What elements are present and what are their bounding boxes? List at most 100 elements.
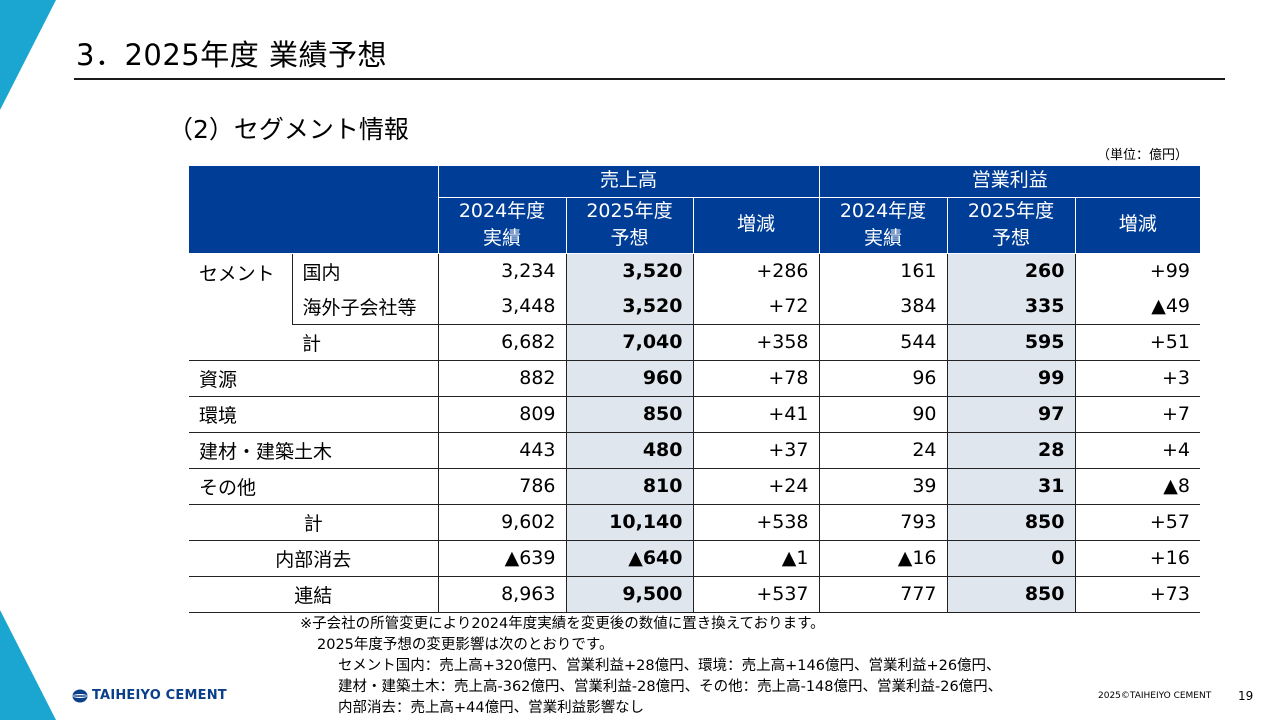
table-row: その他 786 810 +24 39 31 ▲8 (189, 468, 1200, 505)
cell-sales-change: +41 (692, 396, 819, 433)
table-row: 環境 809 850 +41 90 97 +7 (189, 396, 1200, 433)
cell-sales-2024: 3,448 (437, 288, 566, 325)
cell-sales-change: +78 (692, 360, 819, 397)
cell-profit-2025: 28 (946, 432, 1075, 469)
cell-profit-change: +51 (1074, 324, 1200, 361)
cell-profit-change: ▲8 (1074, 468, 1200, 505)
row-subcategory: 計 (292, 324, 438, 361)
cell-sales-change: +537 (692, 576, 819, 613)
row-category: 計 (189, 504, 438, 541)
row-category: 環境 (189, 396, 438, 433)
footnote-line: 内部消去：売上高+44億円、営業利益影響なし (338, 700, 645, 716)
cell-profit-2024: 544 (818, 324, 947, 361)
cell-sales-change: +72 (692, 288, 819, 325)
row-category: セメント (199, 262, 275, 285)
cell-sales-2024: 3,234 (437, 253, 566, 289)
footnote-line: 2025年度予想の変更影響は次のとおりです。 (317, 637, 614, 653)
cell-profit-2025: 97 (946, 396, 1075, 433)
cell-profit-2024: 793 (818, 504, 947, 541)
header-actual: 実績 (863, 227, 902, 250)
row-category-empty (189, 324, 292, 361)
cell-profit-2025: 0 (946, 540, 1075, 577)
unit-label: （単位：億円） (1096, 148, 1188, 163)
company-logo: TAIHEIYO CEMENT (72, 688, 227, 703)
cell-profit-change: +3 (1074, 360, 1200, 397)
cell-sales-change: +538 (692, 504, 819, 541)
segment-table: 売上高 営業利益 2024年度 実績 2025年度 予想 増減 2024年度 実… (189, 166, 1200, 613)
cell-profit-2025: 850 (946, 504, 1075, 541)
header-year-2024: 2024年度 (839, 199, 927, 222)
header-forecast: 予想 (991, 227, 1030, 250)
row-category: 内部消去 (189, 540, 438, 577)
cell-profit-change: ▲49 (1074, 288, 1200, 325)
header-profit-2025-forecast: 2025年度 予想 (946, 197, 1075, 254)
cell-profit-change: +99 (1074, 253, 1200, 289)
cell-profit-change: +73 (1074, 576, 1200, 613)
footnote-line: セメント国内：売上高+320億円、営業利益+28億円、環境：売上高+146億円、… (338, 658, 1001, 674)
cell-profit-change: +7 (1074, 396, 1200, 433)
logo-text: TAIHEIYO CEMENT (92, 688, 227, 703)
table-row: 資源 882 960 +78 96 99 +3 (189, 360, 1200, 397)
header-profit-2024-actual: 2024年度 実績 (818, 197, 947, 254)
cell-profit-change: +4 (1074, 432, 1200, 469)
logo-mark-icon (72, 689, 88, 702)
cell-sales-change: +358 (692, 324, 819, 361)
cell-profit-2025: 850 (946, 576, 1075, 613)
header-year-2024: 2024年度 (458, 199, 546, 222)
row-category: その他 (189, 468, 438, 505)
table-row: 海外子会社等 3,448 3,520 +72 384 335 ▲49 (189, 288, 1200, 325)
cell-sales-2024: 882 (437, 360, 566, 397)
header-sales-2024-actual: 2024年度 実績 (437, 197, 566, 254)
cell-sales-2024: 9,602 (437, 504, 566, 541)
copyright: 2025©TAIHEIYO CEMENT (1098, 691, 1212, 701)
cell-profit-2025: 260 (946, 253, 1075, 289)
row-category: 連結 (189, 576, 438, 613)
cell-profit-2024: 90 (818, 396, 947, 433)
cell-sales-change: +24 (692, 468, 819, 505)
footnotes: ※子会社の所管変更により2024年度実績を変更後の数値に置き換えております。 2… (300, 614, 1002, 719)
cell-sales-2025: 10,140 (565, 504, 693, 541)
cell-sales-2024: 809 (437, 396, 566, 433)
cell-sales-2025: 3,520 (565, 253, 693, 289)
footnote-line: ※子会社の所管変更により2024年度実績を変更後の数値に置き換えております。 (300, 616, 825, 632)
table-row: 連結 8,963 9,500 +537 777 850 +73 (189, 576, 1200, 613)
cell-profit-2024: ▲16 (818, 540, 947, 577)
page-title: 3．2025年度 業績予想 (76, 38, 387, 72)
cell-sales-2025: ▲640 (565, 540, 693, 577)
header-forecast: 予想 (610, 227, 649, 250)
cell-sales-change: +37 (692, 432, 819, 469)
cell-sales-change: +286 (692, 253, 819, 289)
cell-sales-change: ▲1 (692, 540, 819, 577)
table-row: 建材・建築土木 443 480 +37 24 28 +4 (189, 432, 1200, 469)
cell-profit-2025: 335 (946, 288, 1075, 325)
header-year-2025: 2025年度 (586, 199, 673, 222)
header-sales-change: 増減 (692, 197, 819, 254)
header-sales: 売上高 (437, 166, 819, 198)
row-subcategory: 国内 (291, 253, 438, 289)
cell-sales-2024: 6,682 (437, 324, 566, 361)
cell-profit-2024: 161 (818, 253, 947, 289)
title-divider (74, 78, 1225, 80)
header-actual: 実績 (482, 227, 521, 250)
cell-profit-change: +16 (1074, 540, 1200, 577)
cell-profit-2024: 384 (818, 288, 947, 325)
cell-sales-2024: 443 (437, 432, 566, 469)
section-subtitle: （2）セグメント情報 (168, 115, 409, 144)
cell-sales-2025: 850 (565, 396, 693, 433)
cell-sales-2025: 810 (565, 468, 693, 505)
table-row: セメント 国内 3,234 3,520 +286 161 260 +99 (189, 253, 1200, 289)
row-category: 建材・建築土木 (189, 432, 438, 469)
cell-profit-2025: 99 (946, 360, 1075, 397)
table-row: 計 6,682 7,040 +358 544 595 +51 (189, 324, 1200, 361)
header-sales-2025-forecast: 2025年度 予想 (565, 197, 693, 254)
cell-sales-2025: 9,500 (565, 576, 693, 613)
cell-sales-2025: 3,520 (565, 288, 693, 325)
cell-sales-2025: 480 (565, 432, 693, 469)
row-category: 資源 (189, 360, 438, 397)
cell-sales-2025: 960 (565, 360, 693, 397)
top-left-accent (0, 0, 56, 110)
cell-sales-2024: 8,963 (437, 576, 566, 613)
cell-sales-2025: 7,040 (565, 324, 693, 361)
cell-profit-2024: 96 (818, 360, 947, 397)
cell-profit-change: +57 (1074, 504, 1200, 541)
